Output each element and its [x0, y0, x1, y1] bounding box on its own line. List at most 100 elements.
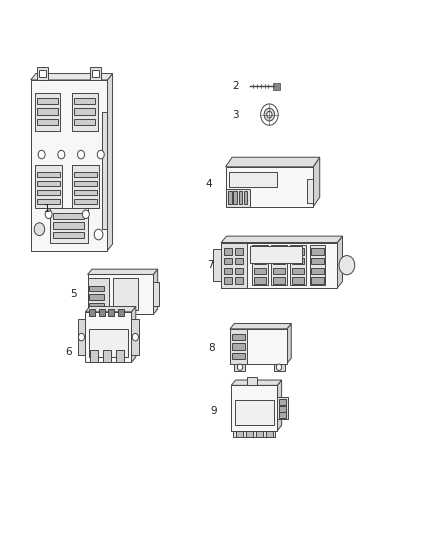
Circle shape: [264, 108, 275, 121]
Bar: [116, 350, 124, 362]
Bar: [230, 329, 287, 364]
Bar: [235, 400, 274, 425]
Polygon shape: [88, 269, 158, 274]
Circle shape: [82, 210, 89, 219]
Bar: [118, 309, 124, 316]
Text: 7: 7: [207, 261, 214, 270]
Bar: [72, 93, 98, 131]
Bar: [307, 179, 313, 203]
Circle shape: [339, 255, 355, 274]
Polygon shape: [85, 306, 136, 312]
Polygon shape: [287, 324, 291, 364]
Circle shape: [97, 150, 104, 159]
Bar: [224, 248, 232, 255]
Bar: [108, 309, 114, 316]
Polygon shape: [231, 380, 282, 385]
Circle shape: [34, 223, 45, 236]
Bar: [221, 243, 337, 288]
Bar: [254, 258, 266, 264]
Bar: [89, 329, 128, 357]
Text: 9: 9: [210, 407, 217, 416]
Bar: [228, 191, 232, 204]
Polygon shape: [230, 324, 291, 329]
Bar: [74, 199, 97, 204]
Bar: [72, 165, 99, 208]
Bar: [103, 350, 111, 362]
Bar: [221, 243, 247, 288]
Bar: [292, 248, 304, 255]
Text: 1: 1: [44, 204, 50, 214]
Bar: [246, 431, 253, 437]
Bar: [78, 319, 85, 355]
Polygon shape: [131, 306, 136, 362]
Bar: [224, 268, 232, 274]
Bar: [74, 108, 95, 115]
Bar: [224, 258, 232, 264]
Circle shape: [132, 334, 138, 341]
Polygon shape: [153, 269, 158, 314]
Bar: [37, 98, 58, 104]
Bar: [273, 248, 285, 255]
Circle shape: [38, 150, 45, 159]
Polygon shape: [221, 236, 343, 243]
Bar: [310, 245, 325, 285]
Bar: [74, 190, 97, 195]
Polygon shape: [107, 74, 113, 251]
Text: 6: 6: [66, 347, 72, 357]
Bar: [37, 119, 58, 125]
Bar: [90, 67, 101, 80]
Bar: [239, 191, 242, 204]
Bar: [279, 406, 286, 412]
Bar: [254, 268, 266, 274]
Polygon shape: [226, 157, 320, 167]
Bar: [35, 165, 62, 208]
Bar: [252, 245, 268, 285]
Bar: [213, 249, 221, 281]
Bar: [292, 277, 304, 284]
Bar: [233, 191, 237, 204]
Polygon shape: [277, 380, 282, 431]
Bar: [90, 350, 98, 362]
Polygon shape: [313, 157, 320, 207]
Bar: [232, 334, 245, 340]
Bar: [234, 364, 245, 371]
Bar: [235, 268, 243, 274]
Bar: [92, 70, 99, 77]
Bar: [85, 312, 131, 362]
Bar: [235, 258, 243, 264]
Bar: [53, 213, 84, 219]
Bar: [102, 112, 107, 229]
Bar: [250, 246, 302, 263]
Bar: [89, 309, 95, 316]
Bar: [37, 181, 60, 186]
Bar: [89, 303, 104, 309]
Bar: [35, 93, 60, 131]
Bar: [88, 278, 109, 310]
Bar: [247, 377, 257, 385]
Bar: [74, 119, 95, 125]
Bar: [311, 277, 324, 284]
Bar: [50, 208, 88, 243]
Bar: [236, 431, 243, 437]
Bar: [37, 199, 60, 204]
Bar: [224, 277, 232, 284]
Bar: [88, 274, 153, 314]
Bar: [99, 309, 105, 316]
Bar: [256, 431, 263, 437]
Circle shape: [45, 210, 52, 219]
Bar: [233, 431, 275, 437]
Circle shape: [94, 229, 103, 240]
Bar: [274, 364, 285, 371]
Bar: [290, 245, 306, 285]
Bar: [89, 286, 104, 291]
Bar: [273, 268, 285, 274]
Bar: [37, 67, 48, 80]
Polygon shape: [337, 236, 343, 288]
Bar: [37, 108, 58, 115]
Circle shape: [78, 150, 85, 159]
Circle shape: [261, 104, 278, 125]
Bar: [131, 319, 139, 355]
Text: 5: 5: [70, 289, 77, 299]
Bar: [113, 278, 138, 310]
Bar: [311, 268, 324, 274]
